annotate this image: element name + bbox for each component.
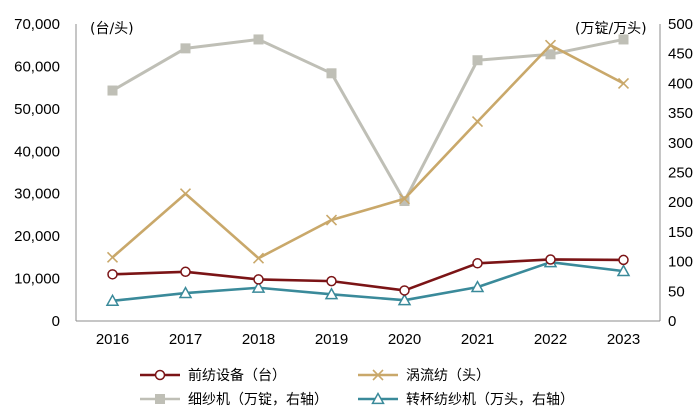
data-point xyxy=(399,285,410,296)
data-point xyxy=(251,280,266,293)
series-layer xyxy=(105,34,631,306)
data-point xyxy=(472,258,483,269)
right-axis-tick-label: 250 xyxy=(668,165,693,182)
data-point xyxy=(106,251,119,263)
legend: 前纺设备（台） 涡流纺（头） 细纱机（万锭，右轴） 转杯纺纱机（万头，右轴） xyxy=(140,367,574,408)
right-axis-tick-label: 500 xyxy=(668,16,693,33)
right-axis-tick-label: 350 xyxy=(668,105,693,122)
x-axis-tick-label: 2021 xyxy=(461,331,494,348)
data-point xyxy=(179,188,192,200)
legend-label: 细纱机（万锭，右轴） xyxy=(188,392,328,408)
series-line xyxy=(111,37,624,203)
data-point xyxy=(472,55,483,66)
legend-marker xyxy=(371,391,385,405)
right-axis-tick-label: 0 xyxy=(668,313,676,330)
series-line xyxy=(112,258,624,292)
data-point xyxy=(326,275,337,287)
data-point xyxy=(178,286,193,299)
x-axis-tick-label: 2017 xyxy=(169,331,202,348)
right-axis-tick-label: 300 xyxy=(668,135,693,152)
data-point xyxy=(397,293,412,306)
left-axis-tick-label: 0 xyxy=(52,313,60,330)
data-point xyxy=(326,68,337,79)
x-axis-tick-label: 2022 xyxy=(534,331,567,348)
left-axis-tick-label: 60,000 xyxy=(14,58,60,75)
left-axis-tick-label: 70,000 xyxy=(14,16,60,33)
data-point xyxy=(107,269,118,280)
data-point xyxy=(545,254,556,265)
x-axis-tick-label: 2020 xyxy=(388,331,421,348)
left-axis-tick-label: 40,000 xyxy=(14,143,60,160)
data-point xyxy=(253,34,264,45)
x-axis-tick-label: 2023 xyxy=(607,331,640,348)
legend-item: 前纺设备（台） xyxy=(140,367,286,384)
legend-marker xyxy=(372,369,384,381)
legend-item: 涡流纺（头） xyxy=(358,368,490,384)
data-point xyxy=(470,280,485,293)
data-point xyxy=(253,274,264,285)
data-point xyxy=(107,85,118,96)
legend-label: 转杯纺纱机（万头，右轴） xyxy=(406,392,574,408)
right-axis-ticks: 0 50 100 150 200 250 300 350 400 450 500 xyxy=(668,16,693,330)
legend-marker xyxy=(154,369,166,381)
left-axis-tick-label: 20,000 xyxy=(14,228,60,245)
series-3 xyxy=(105,255,631,306)
legend-item: 细纱机（万锭，右轴） xyxy=(140,392,328,408)
right-axis-unit-label: (万锭/万头) xyxy=(575,21,647,37)
legend-label: 前纺设备（台） xyxy=(188,367,286,384)
series-2 xyxy=(107,34,629,207)
x-axis-tick-label: 2018 xyxy=(242,331,275,348)
series-line xyxy=(112,260,624,303)
data-point xyxy=(471,116,484,128)
data-point xyxy=(180,266,191,278)
right-axis-tick-label: 450 xyxy=(668,46,693,63)
left-axis-unit-label: (台/头) xyxy=(90,21,134,37)
data-point xyxy=(617,77,630,89)
left-axis-ticks: 0 10,000 20,000 30,000 40,000 50,000 60,000 70,… xyxy=(14,16,60,330)
data-point xyxy=(618,34,629,45)
data-point xyxy=(616,264,631,277)
legend-label: 涡流纺（头） xyxy=(406,368,490,384)
x-axis-tick-label: 2016 xyxy=(96,331,129,348)
data-point xyxy=(545,49,556,60)
right-axis-tick-label: 50 xyxy=(668,283,685,300)
data-point xyxy=(325,214,338,226)
legend-item: 转杯纺纱机（万头，右轴） xyxy=(358,391,574,408)
data-point xyxy=(618,254,629,266)
data-point xyxy=(324,287,339,300)
series-0 xyxy=(107,254,629,296)
x-axis-ticks: 2016 2017 2018 2019 2020 2021 2022 2023 xyxy=(96,331,640,348)
data-point xyxy=(399,196,410,207)
series-1 xyxy=(106,39,630,264)
data-point xyxy=(105,293,120,306)
right-axis-tick-label: 200 xyxy=(668,194,693,211)
x-axis-tick-label: 2019 xyxy=(315,331,348,348)
data-point xyxy=(180,43,191,54)
data-point xyxy=(398,193,411,205)
right-axis-tick-label: 150 xyxy=(668,224,693,241)
series-line xyxy=(111,43,625,260)
right-axis-tick-label: 100 xyxy=(668,254,693,271)
right-axis-tick-label: 400 xyxy=(668,75,693,92)
axes xyxy=(75,24,661,322)
left-axis-tick-label: 10,000 xyxy=(14,271,60,288)
left-axis-tick-label: 30,000 xyxy=(14,186,60,203)
data-point xyxy=(544,39,557,51)
left-axis-tick-label: 50,000 xyxy=(14,101,60,118)
legend-marker xyxy=(155,394,165,404)
data-point xyxy=(252,252,265,264)
